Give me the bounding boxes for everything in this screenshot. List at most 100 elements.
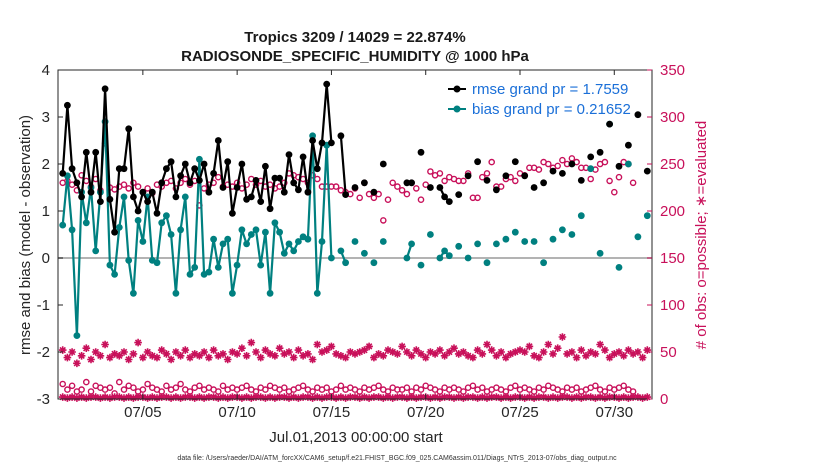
obs-evaluated-point bbox=[205, 353, 213, 362]
obs-possible-point bbox=[214, 388, 222, 395]
y-tick-label-left: 0 bbox=[42, 250, 50, 267]
bias-point bbox=[205, 268, 213, 276]
rmse-point bbox=[214, 137, 222, 144]
obs-evaluated-point bbox=[454, 350, 463, 358]
bias-point bbox=[134, 217, 142, 224]
bias-point bbox=[304, 235, 312, 243]
obs-evaluated-point bbox=[223, 355, 232, 364]
bias-point bbox=[290, 247, 298, 255]
obs-evaluated-point bbox=[101, 340, 109, 349]
obs-possible-point bbox=[59, 380, 67, 388]
obs-possible-point bbox=[144, 185, 151, 192]
obs-evaluated-point bbox=[487, 393, 496, 401]
obs-possible-point bbox=[68, 382, 76, 390]
obs-evaluated-point bbox=[115, 352, 124, 360]
obs-evaluated-point bbox=[299, 393, 307, 401]
obs-evaluated-point bbox=[304, 350, 312, 358]
obs-evaluated-point bbox=[605, 353, 614, 362]
rmse-point bbox=[530, 184, 538, 191]
obs-evaluated-point bbox=[162, 350, 171, 358]
obs-evaluated-point bbox=[539, 393, 548, 401]
obs-evaluated-point bbox=[530, 352, 538, 360]
obs-evaluated-point bbox=[497, 394, 505, 402]
bias-point bbox=[328, 254, 335, 262]
obs-evaluated-point bbox=[153, 353, 161, 362]
obs-evaluated-point bbox=[209, 393, 218, 401]
x-tick-label: 07/30 bbox=[596, 404, 634, 421]
rmse-point bbox=[130, 193, 137, 201]
obs-evaluated-point bbox=[139, 353, 147, 362]
rmse-point bbox=[247, 193, 255, 201]
obs-evaluated-point bbox=[63, 353, 72, 362]
obs-evaluated-point bbox=[388, 394, 397, 402]
obs-possible-point bbox=[483, 170, 491, 177]
obs-possible-point bbox=[427, 168, 434, 175]
rmse-point bbox=[342, 191, 349, 199]
obs-evaluated-point bbox=[96, 394, 105, 402]
obs-evaluated-point bbox=[238, 394, 246, 402]
obs-evaluated-point bbox=[398, 342, 406, 351]
obs-possible-point bbox=[172, 384, 180, 392]
obs-evaluated-point bbox=[412, 394, 421, 402]
obs-evaluated-point bbox=[120, 394, 128, 402]
rmse-point bbox=[313, 165, 321, 173]
obs-evaluated-point bbox=[374, 350, 383, 358]
bias-point bbox=[436, 254, 444, 262]
obs-evaluated-point bbox=[379, 394, 388, 402]
obs-evaluated-point bbox=[483, 340, 491, 349]
obs-evaluated-point bbox=[134, 338, 142, 347]
obs-possible-point bbox=[469, 382, 477, 390]
rmse-point bbox=[370, 188, 378, 196]
obs-possible-point bbox=[478, 384, 486, 392]
obs-possible-point bbox=[262, 386, 269, 393]
obs-evaluated-point bbox=[619, 393, 628, 401]
obs-evaluated-point bbox=[469, 353, 477, 362]
rmse-point bbox=[210, 170, 218, 177]
rmse-point bbox=[587, 153, 595, 161]
rmse-point bbox=[596, 148, 604, 156]
rmse-point bbox=[68, 165, 76, 173]
rmse-point bbox=[148, 188, 156, 196]
obs-possible-point bbox=[78, 386, 85, 393]
bias-point bbox=[464, 254, 472, 262]
obs-evaluated-point bbox=[58, 393, 67, 401]
bias-point bbox=[313, 289, 321, 297]
obs-evaluated-point bbox=[582, 352, 590, 360]
bias-point bbox=[186, 271, 194, 278]
rmse-point bbox=[290, 179, 298, 187]
obs-possible-point bbox=[134, 183, 142, 190]
obs-possible-point bbox=[615, 173, 623, 181]
obs-evaluated-point bbox=[384, 393, 392, 401]
rmse-point bbox=[559, 170, 566, 177]
obs-evaluated-point bbox=[586, 348, 595, 356]
y-tick-label-right: 200 bbox=[660, 203, 685, 220]
obs-evaluated-point bbox=[601, 346, 609, 354]
obs-evaluated-point bbox=[167, 355, 175, 364]
obs-evaluated-point bbox=[379, 352, 388, 360]
legend-rmse-marker bbox=[453, 85, 461, 93]
legend-rmse-label: rmse grand pr = 1.7559 bbox=[472, 81, 628, 98]
obs-evaluated-point bbox=[403, 394, 411, 402]
obs-evaluated-point bbox=[337, 393, 345, 401]
rmse-point bbox=[92, 148, 100, 156]
obs-evaluated-point bbox=[77, 352, 86, 360]
obs-evaluated-point bbox=[634, 393, 642, 401]
obs-evaluated-point bbox=[478, 393, 487, 401]
obs-evaluated-point bbox=[553, 344, 562, 352]
obs-evaluated-point bbox=[558, 393, 567, 401]
obs-evaluated-point bbox=[228, 348, 237, 356]
obs-possible-point bbox=[177, 380, 184, 388]
obs-possible-point bbox=[474, 194, 481, 202]
bias-point bbox=[163, 212, 170, 220]
obs-evaluated-point bbox=[341, 394, 350, 402]
bias-point bbox=[587, 165, 595, 173]
bias-point bbox=[191, 264, 199, 271]
obs-evaluated-point bbox=[426, 348, 435, 356]
obs-evaluated-point bbox=[106, 353, 114, 362]
bias-point bbox=[59, 221, 67, 229]
obs-possible-point bbox=[559, 156, 566, 164]
obs-evaluated-point bbox=[176, 394, 185, 402]
rmse-point bbox=[97, 198, 104, 206]
obs-possible-point bbox=[356, 388, 364, 395]
